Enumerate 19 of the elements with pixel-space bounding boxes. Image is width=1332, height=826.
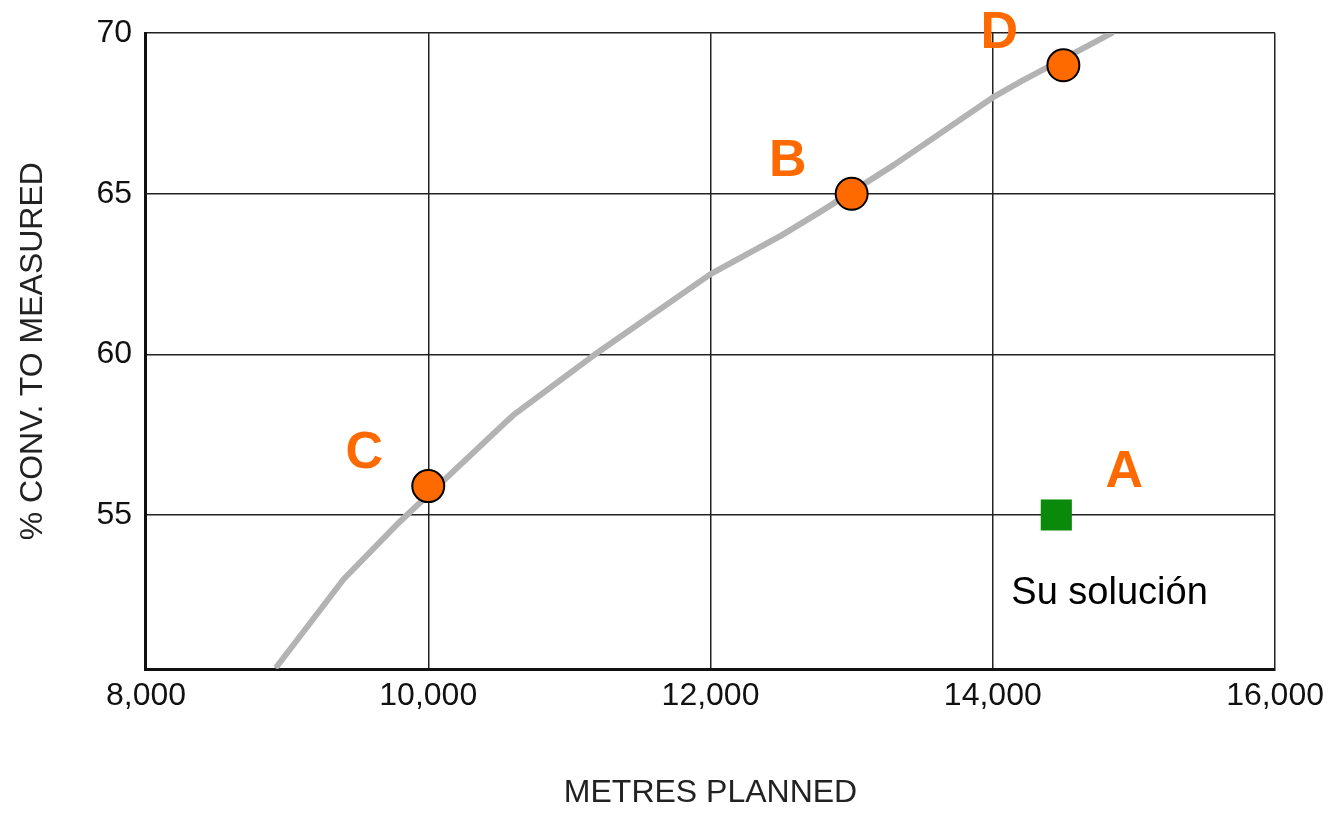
annotation: B xyxy=(768,129,807,188)
y-tick-label: 55 xyxy=(96,494,132,531)
annotation: C xyxy=(345,421,384,480)
y-tick-label: 65 xyxy=(96,173,132,210)
x-tick-label: 8,000 xyxy=(105,676,187,713)
annotation: A xyxy=(1105,440,1144,499)
point xyxy=(834,176,869,211)
point xyxy=(1046,48,1081,83)
x-tick-label: 14,000 xyxy=(943,676,1042,713)
y-tick-label: 60 xyxy=(96,334,132,371)
point xyxy=(411,469,446,504)
x-tick-label: 16,000 xyxy=(1226,676,1324,713)
point xyxy=(1040,499,1072,531)
y-axis-title: % CONV. TO MEASURED xyxy=(13,162,50,541)
x-tick-label: 10,000 xyxy=(379,676,478,713)
annotation: Su solución xyxy=(1011,569,1208,612)
y-tick-label: 70 xyxy=(96,13,132,50)
x-axis-title: METRES PLANNED xyxy=(563,772,858,809)
x-tick-label: 12,000 xyxy=(661,676,760,713)
